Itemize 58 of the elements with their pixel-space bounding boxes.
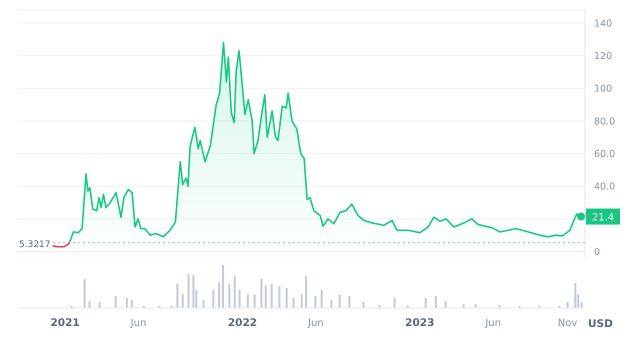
bar — [444, 301, 447, 308]
y-tick-label: 140 — [594, 18, 612, 30]
bar — [192, 274, 194, 308]
bar — [338, 294, 341, 308]
bar — [574, 283, 576, 308]
bar — [292, 298, 294, 308]
bar — [182, 294, 184, 308]
bar — [212, 290, 214, 308]
bar — [300, 294, 303, 308]
bar — [218, 282, 220, 308]
bar — [234, 276, 236, 308]
ref-line-label: 5.3217 — [19, 240, 50, 250]
bar — [320, 290, 323, 308]
bar — [278, 286, 280, 308]
y-tick-label: 60.0 — [594, 148, 616, 160]
bar — [114, 296, 117, 308]
bar — [98, 302, 101, 308]
bar — [228, 284, 230, 308]
bar — [126, 298, 128, 308]
bar — [362, 302, 364, 308]
bar — [434, 296, 437, 308]
x-tick-label: Nov — [558, 318, 578, 329]
x-tick-label: 2022 — [228, 317, 258, 329]
y-axis-title: USD — [588, 318, 613, 330]
bar — [176, 283, 178, 308]
bar — [222, 265, 224, 308]
x-tick-label: 2023 — [405, 317, 434, 329]
bar — [188, 274, 190, 308]
y-tick-label: 100 — [594, 84, 612, 95]
bar — [462, 304, 465, 308]
x-tick-label: Jun — [484, 318, 501, 329]
bar — [348, 296, 350, 308]
x-tick-label: Jun — [130, 318, 146, 329]
bar — [246, 294, 249, 308]
x-tick-label: Jun — [307, 318, 324, 329]
bar — [305, 276, 308, 308]
bar — [254, 294, 256, 308]
y-tick-label: 40.0 — [594, 182, 616, 193]
bar — [394, 298, 396, 308]
bar — [130, 300, 133, 308]
bar — [202, 300, 205, 308]
bar — [330, 300, 332, 308]
annotation: 21.4 — [592, 212, 614, 224]
bar — [260, 278, 262, 308]
y-tick-label: 0 — [594, 246, 600, 258]
bar — [88, 301, 90, 308]
bar — [84, 279, 86, 308]
bar — [314, 296, 316, 308]
bar — [286, 288, 288, 308]
x-tick-label: 2021 — [50, 317, 80, 329]
bar — [566, 302, 569, 308]
y-tick-label: 120 — [594, 51, 612, 62]
bar — [424, 298, 427, 308]
bar — [474, 304, 477, 308]
bar — [264, 285, 267, 308]
bar — [270, 284, 273, 308]
y-tick-label: 80.0 — [594, 116, 616, 128]
bar — [238, 290, 241, 308]
